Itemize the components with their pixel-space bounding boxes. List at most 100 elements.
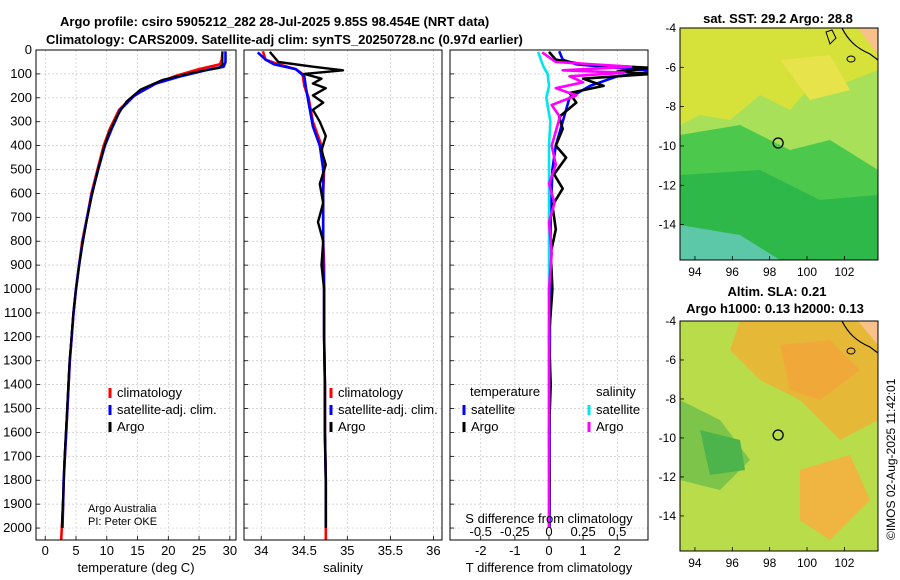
salinity-series-group xyxy=(256,50,345,540)
temperature-series-group xyxy=(59,51,227,540)
sla-higher-region xyxy=(780,340,860,400)
difference-series-group xyxy=(536,50,648,529)
temperature-series-0 xyxy=(59,51,224,540)
sst-argo-position-marker xyxy=(772,137,784,149)
temperature-ytick-label-6: 600 xyxy=(10,185,32,200)
figure-title-line1: Argo profile: csiro 5905212_282 28-Jul-2… xyxy=(60,14,490,29)
temperature-xlabel: temperature (deg C) xyxy=(77,560,194,575)
temperature-ytick-label-10: 1000 xyxy=(3,281,32,296)
difference-salinity-legend-label-1: Argo xyxy=(596,419,623,434)
m1-axes-ytick-label-1: -6 xyxy=(665,60,676,74)
sla-island xyxy=(846,347,856,355)
temperature-xtick-label-6: 30 xyxy=(223,543,237,558)
temperature-panel: 0100200300400500600700800900100011001200… xyxy=(3,42,237,575)
temperature-ytick-label-11: 1100 xyxy=(4,305,32,320)
temperature-ytick-label-5: 500 xyxy=(10,162,32,177)
sla-argo-position-marker xyxy=(772,429,784,441)
difference-legend-temperature-title: temperature xyxy=(470,384,540,399)
temperature-xtick-label-5: 25 xyxy=(192,543,206,558)
difference-temperature-legend-label-0: satellite xyxy=(471,402,515,417)
temperature-xtick-label-4: 20 xyxy=(161,543,175,558)
temperature-ytick-label-0: 0 xyxy=(25,42,32,57)
temperature-legend-label-1: satellite-adj. clim. xyxy=(117,402,217,417)
temperature-ytick-label-8: 800 xyxy=(10,233,32,248)
temperature-ytick-label-17: 1700 xyxy=(3,448,32,463)
difference-frame xyxy=(449,49,649,541)
temperature-ytick-label-13: 1300 xyxy=(3,353,32,368)
difference-xlabel: T difference from climatology xyxy=(466,560,633,575)
sst-map xyxy=(680,28,878,260)
sla-map-title-line1: Altim. SLA: 0.21 xyxy=(728,284,827,299)
difference-sal-tick-label-2: 0 xyxy=(545,524,552,539)
sst-coastline xyxy=(841,28,878,61)
temperature-xtick-label-1: 5 xyxy=(72,543,79,558)
m2-axes-ytick-label-2: -8 xyxy=(665,392,676,406)
m1-axes-ytick-label-5: -14 xyxy=(659,218,677,232)
temperature-series-2 xyxy=(60,51,224,529)
sla-coastline xyxy=(841,321,878,354)
m2-axes-ytick-label-3: -10 xyxy=(659,431,677,445)
sla-map-title-line2: Argo h1000: 0.13 h2000: 0.13 xyxy=(686,301,864,316)
salinity-series-0 xyxy=(261,50,328,540)
temperature-ytick-label-19: 1900 xyxy=(3,496,32,511)
m2-axes-xtick-label-3: 100 xyxy=(797,556,817,570)
sst-warm-patch xyxy=(780,55,850,100)
sla-map-axes: 94 96 98 100 102 -4 -6 -8 -10 -12 -14 xyxy=(659,314,855,570)
sst-warm-region xyxy=(680,28,878,125)
m1-axes-ytick-label-4: -12 xyxy=(659,178,677,192)
salinity-panel: 34 34.5 35 35.5 36 salinity climatology satelli… xyxy=(243,49,443,575)
temperature-ytick-label-7: 700 xyxy=(10,209,32,224)
difference-series-3 xyxy=(541,51,633,528)
m1-axes-xtick-label-2: 98 xyxy=(763,265,777,279)
temperature-ytick-label-20: 2000 xyxy=(3,520,32,535)
temperature-xtick-label-0: 0 xyxy=(42,543,49,558)
temperature-frame xyxy=(35,49,237,541)
temperature-legend-label-0: climatology xyxy=(117,385,183,400)
difference-xtick-label-4: 2 xyxy=(614,543,621,558)
difference-temperature-legend-label-1: Argo xyxy=(471,419,498,434)
sst-island xyxy=(825,29,837,45)
difference-xtick-label-1: -1 xyxy=(509,543,521,558)
temperature-ytick-label-18: 1800 xyxy=(3,472,32,487)
sst-map-axes: 94 96 98 100 102 -4 -6 -8 -10 -12 -14 xyxy=(659,21,855,279)
m2-axes-xtick-label-4: 102 xyxy=(834,556,854,570)
salinity-legend-label-1: satellite-adj. clim. xyxy=(338,402,438,417)
difference-legend-salinity-title: salinity xyxy=(596,384,636,399)
m2-axes-ytick-label-0: -4 xyxy=(665,314,676,328)
temperature-ytick-label-4: 400 xyxy=(10,138,32,153)
salinity-series-2 xyxy=(268,51,345,528)
sla-south-high-region xyxy=(800,455,870,540)
temperature-ytick-label-9: 900 xyxy=(10,257,32,272)
difference-xtick-label-3: 1 xyxy=(580,543,587,558)
difference-sal-tick-label-1: -0.25 xyxy=(500,524,530,539)
m2-axes-ytick-label-5: -14 xyxy=(659,509,677,523)
salinity-xtick-label-1: 34.5 xyxy=(292,543,317,558)
difference-sal-xlabel: S difference from climatology xyxy=(465,511,633,526)
temperature-ytick-label-14: 1400 xyxy=(3,377,32,392)
temperature-xtick-label-3: 15 xyxy=(130,543,144,558)
temperature-ytick-label-3: 300 xyxy=(10,114,32,129)
difference-sal-tick-label-4: 0.5 xyxy=(608,524,626,539)
difference-salinity-legend-label-0: satellite xyxy=(596,402,640,417)
timestamp: ©IMOS 02-Aug-2025 11:42:01 xyxy=(884,378,898,540)
difference-panel: -2 -1 0 1 2 T difference from climatology -0.5… xyxy=(449,49,649,575)
m2-axes-ytick-label-1: -6 xyxy=(665,353,676,367)
sla-land-patch xyxy=(858,321,878,345)
sst-cyan-region xyxy=(680,225,780,260)
m1-axes-xtick-label-3: 100 xyxy=(797,265,817,279)
m1-axes-xtick-label-1: 96 xyxy=(726,265,740,279)
credit-line2: PI: Peter OKE xyxy=(88,516,157,528)
sst-map-frame xyxy=(679,27,879,261)
difference-sal-tick-label-3: 0.25 xyxy=(570,524,595,539)
salinity-frame xyxy=(243,49,443,541)
m1-axes-xtick-label-0: 94 xyxy=(688,265,702,279)
salinity-xtick-label-3: 35.5 xyxy=(378,543,403,558)
sla-lower-region xyxy=(700,430,745,475)
figure-title-line2: Climatology: CARS2009. Satellite-adj cli… xyxy=(46,32,523,47)
salinity-xtick-label-2: 35 xyxy=(340,543,354,558)
sst-map-title: sat. SST: 29.2 Argo: 28.8 xyxy=(703,11,853,26)
temperature-ytick-label-15: 1500 xyxy=(3,401,32,416)
m2-axes-ytick-label-4: -12 xyxy=(659,470,677,484)
temperature-legend-label-2: Argo xyxy=(117,419,144,434)
